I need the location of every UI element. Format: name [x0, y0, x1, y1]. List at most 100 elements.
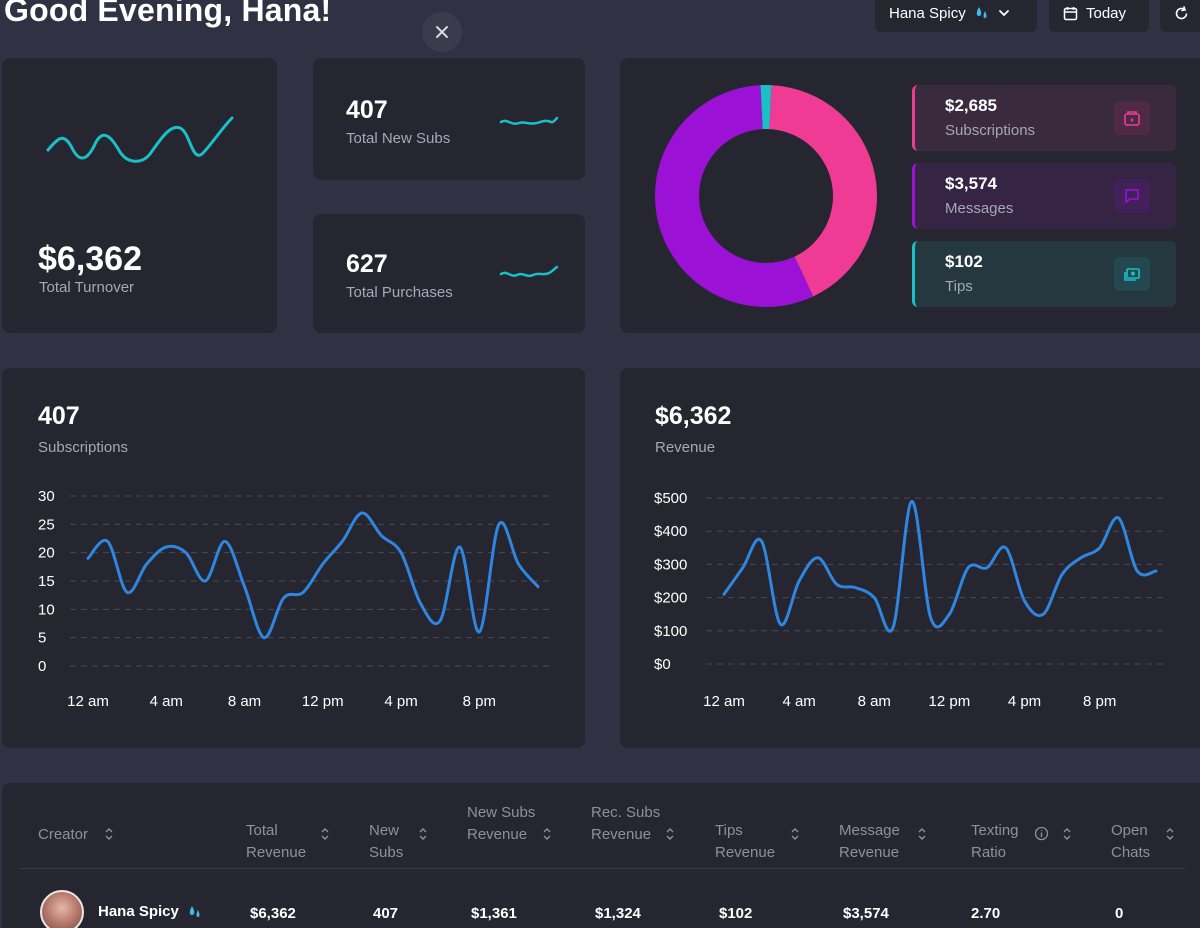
revenue-donut-chart — [655, 85, 877, 308]
sort-icon[interactable] — [542, 827, 552, 841]
th-texting-ratio[interactable]: Texting Ratio — [971, 822, 1019, 861]
legend-tips[interactable]: $102 Tips — [912, 241, 1176, 307]
droplets-icon — [976, 7, 987, 18]
donut-slice-subscriptions[interactable] — [769, 85, 877, 297]
cell-texting-ratio: 2.70 — [971, 905, 1001, 922]
close-button[interactable] — [422, 12, 462, 52]
turnover-card: $6,362 Total Turnover — [2, 58, 277, 333]
legend-tips-value: $102 — [945, 252, 983, 271]
y-tick-label: $400 — [654, 523, 687, 540]
revenue-chart-label: Revenue — [655, 439, 716, 456]
th-open-chats[interactable]: Open Chats — [1111, 822, 1151, 861]
th-message-revenue[interactable]: Message Revenue — [839, 822, 900, 861]
series-line — [722, 499, 1158, 633]
subs-chart-value: 407 — [38, 402, 80, 430]
purchases-sparkline — [499, 265, 559, 278]
th-new-subs[interactable]: New Subs — [369, 822, 404, 861]
y-tick-label: $0 — [654, 656, 671, 673]
cell-new-subs: 407 — [373, 905, 399, 922]
subscriptions-line-chart: 0 5 10 15 20 25 30 12 am 4 am 8 am 12 pm 4 pm 8 pm — [38, 488, 550, 710]
revenue-chart-value: $6,362 — [655, 402, 732, 430]
close-icon — [436, 26, 448, 38]
th-creator[interactable]: Creator — [38, 826, 89, 843]
sort-icon[interactable] — [418, 827, 428, 841]
donut-slice-messages[interactable] — [655, 85, 814, 308]
th-rec-subs-revenue[interactable]: Rec. Subs Revenue — [591, 804, 661, 843]
cell-open-chats: 0 — [1115, 905, 1124, 922]
y-tick-label: 20 — [38, 545, 55, 562]
cell-rec-subs-revenue: $1,324 — [595, 905, 641, 922]
x-tick-label: 8 pm — [1083, 693, 1116, 710]
new-subs-sparkline — [499, 116, 559, 125]
y-tick-label: $200 — [654, 590, 687, 607]
y-tick-label: 15 — [38, 573, 55, 590]
x-tick-label: 12 pm — [302, 693, 344, 710]
turnover-sparkline — [46, 116, 234, 163]
message-icon — [1114, 179, 1150, 213]
date-filter-button[interactable]: Today — [1049, 0, 1149, 32]
y-tick-label: $300 — [654, 556, 687, 573]
x-tick-label: 8 pm — [463, 693, 496, 710]
legend-messages-label: Messages — [945, 200, 1014, 217]
sort-icon[interactable] — [1062, 827, 1072, 841]
cell-tips-revenue: $102 — [719, 905, 753, 922]
th-total-revenue[interactable]: Total Revenue — [246, 822, 307, 861]
y-tick-label: 5 — [38, 630, 46, 647]
sort-icon[interactable] — [1165, 827, 1175, 841]
sort-icon[interactable] — [320, 827, 330, 841]
purchases-value: 627 — [346, 250, 388, 278]
series-line — [86, 511, 540, 640]
purchases-label: Total Purchases — [346, 284, 453, 301]
subs-chart-label: Subscriptions — [38, 439, 129, 456]
th-tips-revenue[interactable]: Tips Revenue — [715, 822, 776, 861]
calendar-icon — [1063, 6, 1078, 20]
y-tick-label: $500 — [654, 490, 687, 507]
cell-total-revenue: $6,362 — [250, 905, 296, 922]
y-tick-label: $100 — [654, 623, 687, 640]
x-tick-label: 4 am — [150, 693, 183, 710]
x-tick-label: 8 am — [858, 693, 891, 710]
x-tick-label: 4 pm — [384, 693, 417, 710]
sort-icon[interactable] — [790, 827, 800, 841]
table-divider — [20, 868, 1185, 869]
sort-icon[interactable] — [104, 827, 114, 841]
x-tick-label: 4 pm — [1008, 693, 1041, 710]
refresh-icon — [1175, 5, 1188, 19]
legend-messages[interactable]: $3,574 Messages — [912, 163, 1176, 229]
sort-icon[interactable] — [917, 827, 927, 841]
x-tick-label: 12 am — [67, 693, 109, 710]
cell-creator[interactable]: Hana Spicy — [98, 903, 179, 920]
creator-select-label: Hana Spicy — [889, 4, 966, 22]
new-subs-value: 407 — [346, 96, 388, 124]
sort-icon[interactable] — [665, 827, 675, 841]
avatar — [40, 890, 84, 928]
legend-tips-label: Tips — [945, 278, 973, 295]
new-subs-card: 407 Total New Subs — [313, 58, 585, 180]
cell-message-revenue: $3,574 — [843, 905, 889, 922]
creator-select[interactable]: Hana Spicy — [875, 0, 1037, 32]
turnover-value: $6,362 — [38, 240, 142, 278]
refresh-button[interactable] — [1160, 0, 1200, 32]
revenue-chart-card: $6,362 Revenue $0 $100 $200 $300 $400 $500 12 … — [620, 368, 1200, 748]
turnover-label: Total Turnover — [39, 279, 135, 296]
legend-messages-value: $3,574 — [945, 174, 997, 193]
y-tick-label: 25 — [38, 516, 55, 533]
date-filter-label: Today — [1086, 4, 1127, 22]
y-tick-label: 0 — [38, 658, 46, 675]
legend-subscriptions-value: $2,685 — [945, 96, 997, 115]
new-subs-label: Total New Subs — [346, 130, 451, 147]
th-new-subs-revenue[interactable]: New Subs Revenue — [467, 804, 536, 843]
legend-subscriptions[interactable]: $2,685 Subscriptions — [912, 85, 1176, 151]
y-tick-label: 30 — [38, 488, 55, 505]
x-tick-label: 4 am — [782, 693, 815, 710]
droplets-icon — [189, 906, 200, 917]
y-tick-label: 10 — [38, 601, 55, 618]
subscriptions-chart-card: 407 Subscriptions 0 5 10 15 20 25 30 12 am 4 am 8… — [2, 368, 585, 748]
x-tick-label: 12 am — [703, 693, 745, 710]
legend-subscriptions-label: Subscriptions — [945, 122, 1036, 139]
info-icon[interactable] — [1034, 826, 1049, 841]
wallet-icon — [1114, 101, 1150, 135]
page-title: Good Evening, Hana! — [4, 0, 332, 28]
donut-slice-tips[interactable] — [760, 85, 772, 130]
chevron-down-icon — [998, 10, 1009, 17]
